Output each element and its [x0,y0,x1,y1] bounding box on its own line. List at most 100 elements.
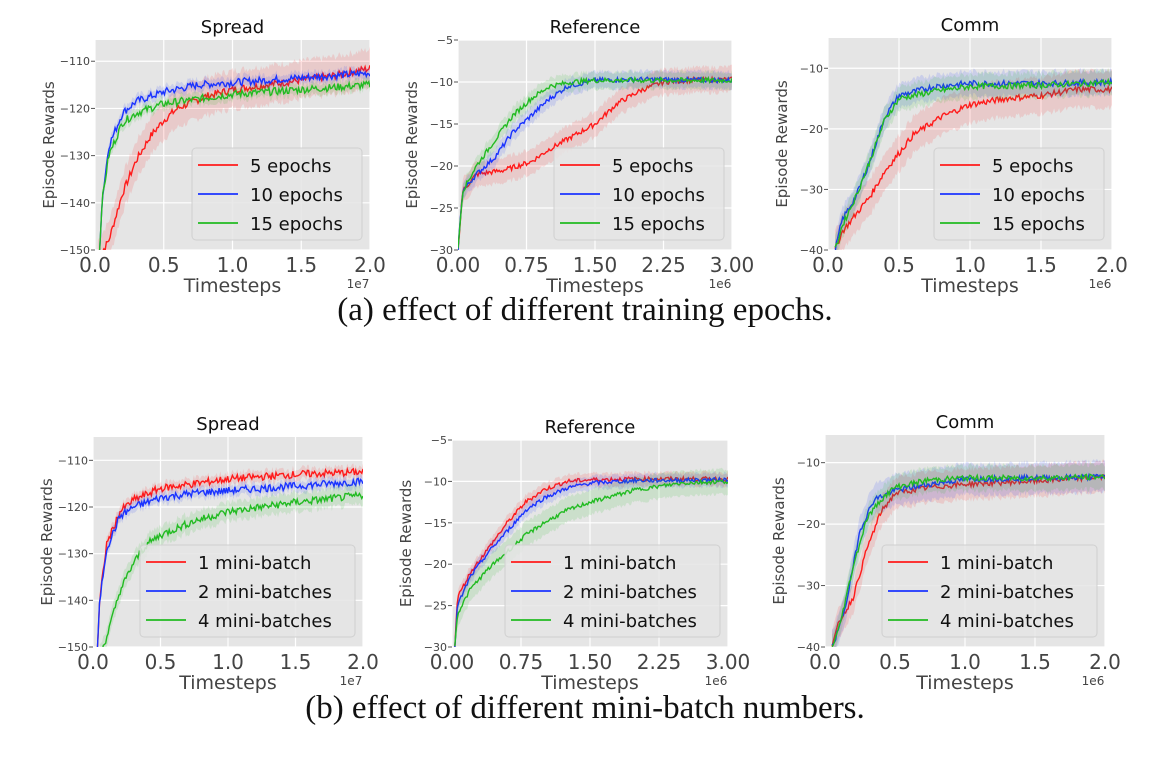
x-axis-label: Timesteps [540,672,639,694]
legend-label: 15 epochs [612,214,705,235]
y-tick-label: −40 [797,641,820,654]
chart-title: Reference [550,17,641,38]
caption-b: (b) effect of different mini-batch numbe… [305,690,865,726]
legend: 5 epochs 10 epochs 15 epochs [933,147,1105,241]
series-line-1 [834,84,1112,249]
legend-label: 5 epochs [992,156,1073,177]
legend-box [191,147,363,241]
x-tick-label: 1.5 [1019,650,1051,674]
y-axis-label: Episode Rewards [397,480,415,608]
x-tick-label: 2.0 [1096,253,1128,277]
legend: 5 epochs 10 epochs 15 epochs [191,147,363,241]
y-tick-label: −150 [58,641,88,654]
y-tick-label: −130 [58,548,88,561]
series-line-1 [454,474,728,647]
legend-label: 2 mini-batches [940,582,1074,603]
x-axis-label: Timesteps [920,275,1019,297]
x-tick-label: 1.50 [568,650,613,674]
x-tick-label: 1.5 [280,650,312,674]
series-line-2 [98,69,370,250]
x-tick-label: 1.0 [949,650,981,674]
y-tick-label: −5 [437,34,453,47]
legend-label: 1 mini-batch [563,553,676,574]
legend-label: 15 epochs [992,214,1085,235]
legend: 1 mini-batch 2 mini-batches 4 mini-batches [504,544,721,638]
y-tick-label: −40 [800,244,823,257]
x-tick-label: 1.5 [1025,253,1057,277]
y-tick-label: −110 [60,55,90,68]
x-tick-label: 3.00 [706,650,751,674]
y-tick-label: −20 [424,558,447,571]
series-band-3 [99,483,363,647]
series-line-3 [831,473,1105,647]
y-axis-label: Episode Rewards [38,478,56,606]
caption-a: (a) effect of different training epochs. [337,292,833,328]
legend: 1 mini-batch 2 mini-batches 4 mini-batches [139,544,356,638]
y-tick-label: −120 [60,102,90,115]
legend-label: 10 epochs [250,185,343,206]
y-tick-label: −10 [424,475,447,488]
series-band-1 [835,68,1112,250]
x-tick-label: 2.0 [1089,650,1121,674]
legend-label: 4 mini-batches [563,611,697,632]
x-tick-label: 0.5 [883,253,915,277]
series-line-1 [96,466,363,647]
series-band-2 [835,67,1112,250]
y-tick-label: −30 [430,244,453,257]
legend-box [139,544,356,638]
x-axis-label: Timesteps [915,672,1014,694]
chart-title: Comm [936,412,995,433]
y-tick-label: −10 [797,457,820,470]
y-axis-label: Episode Rewards [773,80,791,208]
x-tick-label: 2.0 [347,650,379,674]
x-tick-label: 1.5 [285,253,317,277]
series-line-2 [96,477,363,647]
y-tick-label: −110 [58,454,88,467]
chart-title: Spread [201,17,264,38]
legend-box [933,147,1105,241]
x-tick-label: 0.0 [809,650,841,674]
x-tick-label: 2.0 [354,253,386,277]
chart-title: Comm [941,15,1000,36]
legend-label: 5 epochs [612,156,693,177]
y-axis-label: Episode Rewards [770,477,788,605]
x-tick-label: 0.75 [499,650,544,674]
legend-label: 2 mini-batches [563,582,697,603]
legend-label: 15 epochs [250,214,343,235]
chart-2: −30 −25 −20 −15 −10 −5 0.00 0.75 1.50 2.25 3.00 Ref… [403,17,754,297]
y-tick-label: −15 [424,517,447,530]
x-tick-label: 0.75 [504,253,549,277]
series-band-1 [458,64,732,250]
legend-label: 2 mini-batches [198,582,332,603]
x-tick-label: 0.00 [436,253,481,277]
y-tick-label: −20 [800,123,823,136]
y-axis-label: Episode Rewards [403,81,421,209]
legend-label: 10 epochs [992,185,1085,206]
series-band-3 [458,69,732,250]
y-tick-label: −10 [430,76,453,89]
chart-6: −40 −30 −20 −10 0.0 0.5 1.0 1.5 2.0 Comm Timesteps… [770,412,1121,694]
series-band-2 [454,471,728,647]
x-tick-label: 0.0 [79,253,111,277]
y-tick-label: −25 [430,202,453,215]
series-band-1 [97,46,370,250]
legend-box [553,147,725,241]
series-line-3 [454,478,728,647]
chart-3: −40 −30 −20 −10 0.0 0.5 1.0 1.5 2.0 Comm Timesteps… [773,15,1128,297]
x-scale-label: 1e7 [347,277,370,291]
y-tick-label: −15 [430,118,453,131]
legend-label: 4 mini-batches [198,611,332,632]
x-tick-label: 1.50 [573,253,618,277]
chart-title: Reference [545,417,636,438]
y-tick-label: −30 [797,580,820,593]
series-line-3 [834,77,1112,248]
x-tick-label: 1.0 [954,253,986,277]
y-tick-label: −20 [797,518,820,531]
x-tick-label: 2.25 [641,253,686,277]
x-scale-label: 1e6 [709,277,732,291]
legend-label: 1 mini-batch [198,553,311,574]
x-axis-label: Timesteps [545,275,644,297]
legend-box [881,544,1098,638]
series-line-3 [98,79,370,250]
legend: 5 epochs 10 epochs 15 epochs [553,147,725,241]
